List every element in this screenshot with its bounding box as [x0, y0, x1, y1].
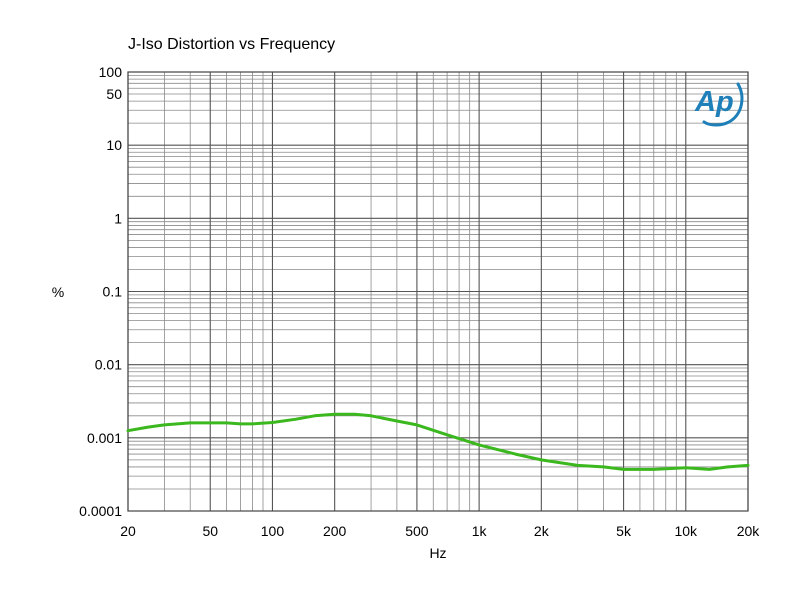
- x-tick-label: 20: [120, 523, 136, 539]
- x-tick-labels: 20 50 100 200 500 1k 2k 5k 10k 20k: [120, 523, 760, 539]
- y-tick-label: 1: [114, 210, 122, 226]
- y-tick-label: 0.1: [103, 284, 123, 300]
- x-tick-label: 20k: [737, 523, 761, 539]
- x-tick-label: 1k: [472, 523, 488, 539]
- distortion-series-line: [126, 412, 750, 471]
- x-tick-label: 50: [202, 523, 218, 539]
- x-tick-label: 200: [323, 523, 347, 539]
- x-tick-label: 10k: [674, 523, 698, 539]
- y-tick-label: 0.001: [87, 430, 122, 446]
- y-tick-label: 100: [99, 64, 123, 80]
- ap-logo: Ap: [694, 82, 744, 127]
- y-tick-labels: 0.0001 0.001 0.01 0.1 1 10 50 100: [79, 64, 122, 519]
- svg-text:Ap: Ap: [694, 86, 734, 118]
- y-tick-label: 0.0001: [79, 503, 122, 519]
- y-tick-label: 10: [106, 137, 122, 153]
- x-tick-label: 5k: [616, 523, 632, 539]
- chart-title: J-Iso Distortion vs Frequency: [128, 36, 336, 53]
- y-axis-label: %: [52, 284, 64, 300]
- x-axis-label: Hz: [429, 545, 446, 561]
- series-layer: [126, 412, 750, 471]
- x-tick-label: 2k: [534, 523, 550, 539]
- x-tick-label: 500: [405, 523, 429, 539]
- y-tick-label: 0.01: [95, 357, 122, 373]
- y-tick-label: 50: [106, 86, 122, 102]
- plot-frame: [127, 71, 749, 512]
- x-tick-label: 100: [261, 523, 285, 539]
